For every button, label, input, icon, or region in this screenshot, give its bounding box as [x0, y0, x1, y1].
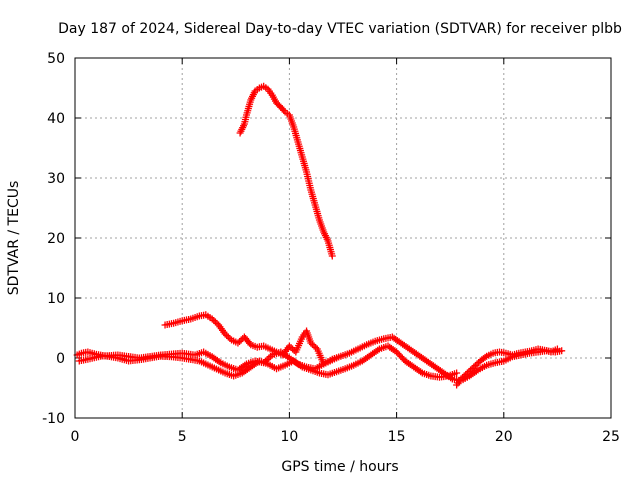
data-points — [73, 82, 566, 389]
data-point — [473, 360, 481, 368]
plot-frame — [74, 57, 612, 419]
data-point — [460, 372, 468, 380]
data-point — [471, 362, 479, 369]
data-point — [307, 339, 315, 347]
y-tick-label: 40 — [47, 111, 65, 127]
data-point — [236, 338, 244, 345]
y-tick-label: 0 — [56, 351, 65, 367]
y-tick-label: 30 — [47, 171, 65, 187]
chart-title: Day 187 of 2024, Sidereal Day-to-day VTE… — [58, 21, 622, 37]
data-point — [457, 375, 465, 383]
data-point — [289, 345, 297, 353]
y-tick-label: 50 — [47, 51, 65, 67]
y-tick-label: 20 — [47, 231, 65, 247]
data-point — [234, 339, 242, 347]
data-point — [481, 353, 489, 361]
x-tick-label: 10 — [280, 429, 298, 445]
x-axis-label: GPS time / hours — [281, 459, 398, 475]
data-point — [558, 347, 566, 355]
data-point — [467, 366, 475, 374]
data-point — [470, 363, 478, 371]
data-point — [210, 317, 218, 324]
data-point — [280, 106, 288, 114]
data-point — [553, 345, 561, 353]
data-point — [308, 341, 316, 348]
x-tick-label: 25 — [602, 429, 620, 445]
data-point — [453, 369, 461, 377]
data-point — [459, 374, 467, 381]
x-tick-label: 5 — [178, 429, 187, 445]
data-point — [465, 368, 473, 375]
y-axis-label: SDTVAR / TECUs — [6, 181, 22, 296]
data-point — [463, 369, 471, 377]
data-point — [224, 333, 232, 341]
data-point — [310, 342, 318, 350]
x-tick-label: 20 — [495, 429, 513, 445]
data-point — [221, 330, 229, 338]
data-point — [226, 335, 234, 342]
data-point — [312, 344, 320, 351]
x-tick-label: 15 — [388, 429, 406, 445]
data-point — [223, 332, 231, 339]
data-point — [287, 344, 295, 351]
y-tick-label: -10 — [42, 411, 65, 427]
data-point — [462, 371, 470, 378]
data-point — [468, 365, 476, 372]
data-point — [211, 318, 219, 326]
data-point — [208, 315, 216, 323]
x-tick-label: 0 — [71, 429, 80, 445]
data-point — [328, 252, 336, 260]
y-tick-label: 10 — [47, 291, 65, 307]
grid-lines — [75, 58, 611, 418]
data-point — [285, 342, 293, 350]
